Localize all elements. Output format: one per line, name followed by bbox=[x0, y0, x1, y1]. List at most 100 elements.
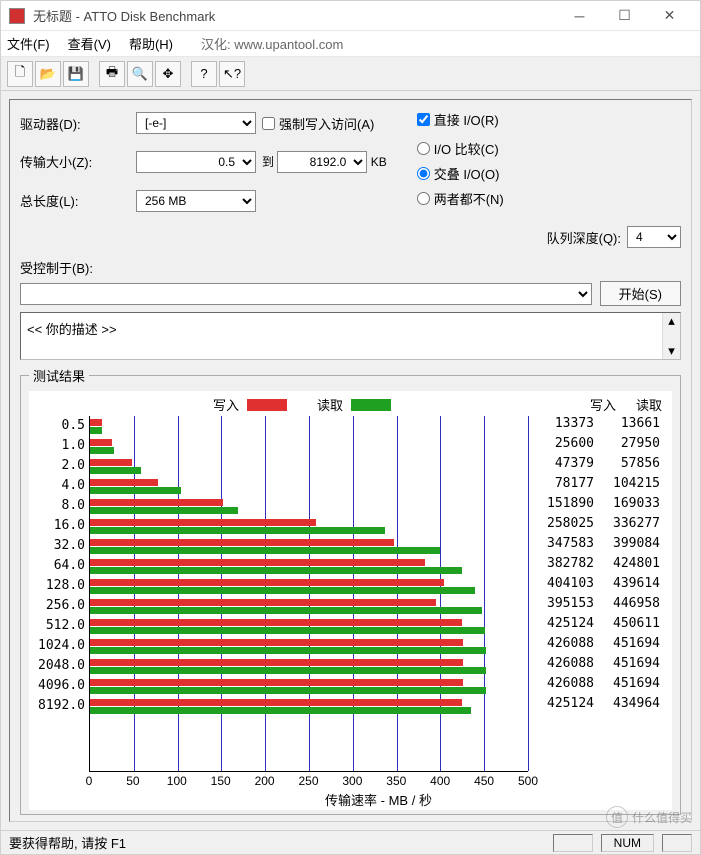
desc-scrollbar[interactable]: ▴▾ bbox=[662, 313, 680, 359]
xfer-to-select[interactable]: 8192.0 bbox=[277, 151, 367, 173]
write-bar bbox=[90, 599, 436, 606]
drive-select[interactable]: [-e-] bbox=[136, 112, 256, 134]
y-tick-label: 32.0 bbox=[33, 536, 89, 556]
y-tick-label: 8192.0 bbox=[33, 696, 89, 716]
status-help: 要获得帮助, 请按 F1 bbox=[9, 833, 126, 852]
read-bar bbox=[90, 667, 486, 674]
save-icon[interactable]: 💾 bbox=[63, 61, 89, 87]
write-bar bbox=[90, 639, 463, 646]
value-row: 151890169033 bbox=[528, 496, 668, 516]
write-bar bbox=[90, 579, 444, 586]
whatsthis-icon[interactable]: ↖? bbox=[219, 61, 245, 87]
direct-io-check[interactable]: 直接 I/O(R) bbox=[417, 110, 504, 129]
y-tick-label: 4096.0 bbox=[33, 676, 89, 696]
read-swatch bbox=[351, 399, 391, 411]
write-bar bbox=[90, 659, 463, 666]
minimize-button[interactable]: ─ bbox=[557, 2, 602, 30]
force-write-check[interactable]: 强制写入访问(A) bbox=[262, 114, 387, 133]
queue-select[interactable]: 4 bbox=[627, 226, 681, 248]
read-bar bbox=[90, 467, 141, 474]
bar-row bbox=[90, 696, 528, 716]
len-label: 总长度(L): bbox=[20, 191, 130, 210]
y-tick-label: 4.0 bbox=[33, 476, 89, 496]
description-box[interactable]: << 你的描述 >> ▴▾ bbox=[20, 312, 681, 360]
read-bar bbox=[90, 627, 485, 634]
bar-row bbox=[90, 616, 528, 636]
bar-row bbox=[90, 576, 528, 596]
drive-label: 驱动器(D): bbox=[20, 114, 130, 133]
read-bar bbox=[90, 647, 486, 654]
window-title: 无标题 - ATTO Disk Benchmark bbox=[33, 6, 557, 25]
read-bar bbox=[90, 427, 102, 434]
xfer-from-select[interactable]: 0.5 bbox=[136, 151, 256, 173]
y-labels: 0.51.02.04.08.016.032.064.0128.0256.0512… bbox=[33, 416, 89, 772]
write-bar bbox=[90, 679, 463, 686]
open-icon[interactable]: 📂 bbox=[35, 61, 61, 87]
results-title: 测试结果 bbox=[29, 366, 89, 385]
bar-row bbox=[90, 436, 528, 456]
write-bar bbox=[90, 519, 316, 526]
legend-read: 读取 bbox=[317, 395, 391, 414]
value-row: 395153446958 bbox=[528, 596, 668, 616]
value-columns: 1337313661256002795047379578567817710421… bbox=[528, 416, 668, 772]
titlebar: 无标题 - ATTO Disk Benchmark ─ ☐ ✕ bbox=[1, 1, 700, 31]
radio-overlap[interactable]: 交叠 I/O(O) bbox=[417, 164, 504, 183]
xfer-to-wrap: 到 8192.0 KB bbox=[262, 151, 387, 173]
read-bar bbox=[90, 447, 114, 454]
write-bar bbox=[90, 699, 462, 706]
right-options: 直接 I/O(R) I/O 比较(C) 交叠 I/O(O) 两者都不(N) bbox=[407, 110, 504, 214]
bar-row bbox=[90, 556, 528, 576]
controlled-label: 受控制于(B): bbox=[20, 258, 681, 277]
legend-write: 写入 bbox=[213, 395, 287, 414]
value-row: 78177104215 bbox=[528, 476, 668, 496]
y-tick-label: 0.5 bbox=[33, 416, 89, 436]
write-bar bbox=[90, 499, 223, 506]
value-row: 382782424801 bbox=[528, 556, 668, 576]
bar-row bbox=[90, 476, 528, 496]
chart-legend: 写入 读取 bbox=[213, 395, 391, 414]
start-button[interactable]: 开始(S) bbox=[600, 281, 681, 306]
move-icon[interactable]: ✥ bbox=[155, 61, 181, 87]
print-icon[interactable]: 🖶 bbox=[99, 61, 125, 87]
y-tick-label: 2048.0 bbox=[33, 656, 89, 676]
read-bar bbox=[90, 547, 440, 554]
menu-view[interactable]: 查看(V) bbox=[68, 34, 111, 53]
controlled-by: 受控制于(B): 开始(S) bbox=[20, 258, 681, 306]
value-row: 4737957856 bbox=[528, 456, 668, 476]
radio-none[interactable]: 两者都不(N) bbox=[417, 189, 504, 208]
toolbar: 🗋 📂 💾 🖶 🔍 ✥ ? ↖? bbox=[1, 57, 700, 91]
left-options: 驱动器(D): [-e-] 强制写入访问(A) 传输大小(Z): 0.5 到 8… bbox=[20, 110, 387, 214]
bars-area bbox=[89, 416, 528, 772]
bar-row bbox=[90, 496, 528, 516]
menu-cn-label: 汉化: www.upantool.com bbox=[201, 34, 343, 53]
queue-label: 队列深度(Q): bbox=[547, 228, 621, 247]
bar-row bbox=[90, 656, 528, 676]
direct-io-checkbox[interactable] bbox=[417, 113, 430, 126]
force-write-checkbox[interactable] bbox=[262, 117, 275, 130]
menu-help[interactable]: 帮助(H) bbox=[129, 34, 173, 53]
read-bar bbox=[90, 707, 471, 714]
preview-icon[interactable]: 🔍 bbox=[127, 61, 153, 87]
len-select[interactable]: 256 MB bbox=[136, 190, 256, 212]
read-bar bbox=[90, 687, 486, 694]
help-icon[interactable]: ? bbox=[191, 61, 217, 87]
results-group: 测试结果 写入 读取 写入 读取 0.51.02.04.08.016.03 bbox=[20, 366, 681, 815]
controlled-select[interactable] bbox=[20, 283, 592, 305]
write-bar bbox=[90, 439, 112, 446]
value-row: 1337313661 bbox=[528, 416, 668, 436]
value-row: 426088451694 bbox=[528, 676, 668, 696]
read-bar bbox=[90, 507, 238, 514]
xfer-unit: KB bbox=[371, 155, 387, 169]
status-cell-1 bbox=[553, 834, 593, 852]
bar-row bbox=[90, 676, 528, 696]
main-panel: 驱动器(D): [-e-] 强制写入访问(A) 传输大小(Z): 0.5 到 8… bbox=[9, 99, 692, 822]
xfer-to-label: 到 bbox=[262, 155, 274, 169]
close-button[interactable]: ✕ bbox=[647, 2, 692, 30]
maximize-button[interactable]: ☐ bbox=[602, 2, 647, 30]
col-read: 读取 bbox=[636, 395, 662, 414]
radio-compare[interactable]: I/O 比较(C) bbox=[417, 139, 504, 158]
new-icon[interactable]: 🗋 bbox=[7, 61, 33, 87]
status-num: NUM bbox=[601, 834, 654, 852]
menu-file[interactable]: 文件(F) bbox=[7, 34, 50, 53]
write-bar bbox=[90, 419, 102, 426]
